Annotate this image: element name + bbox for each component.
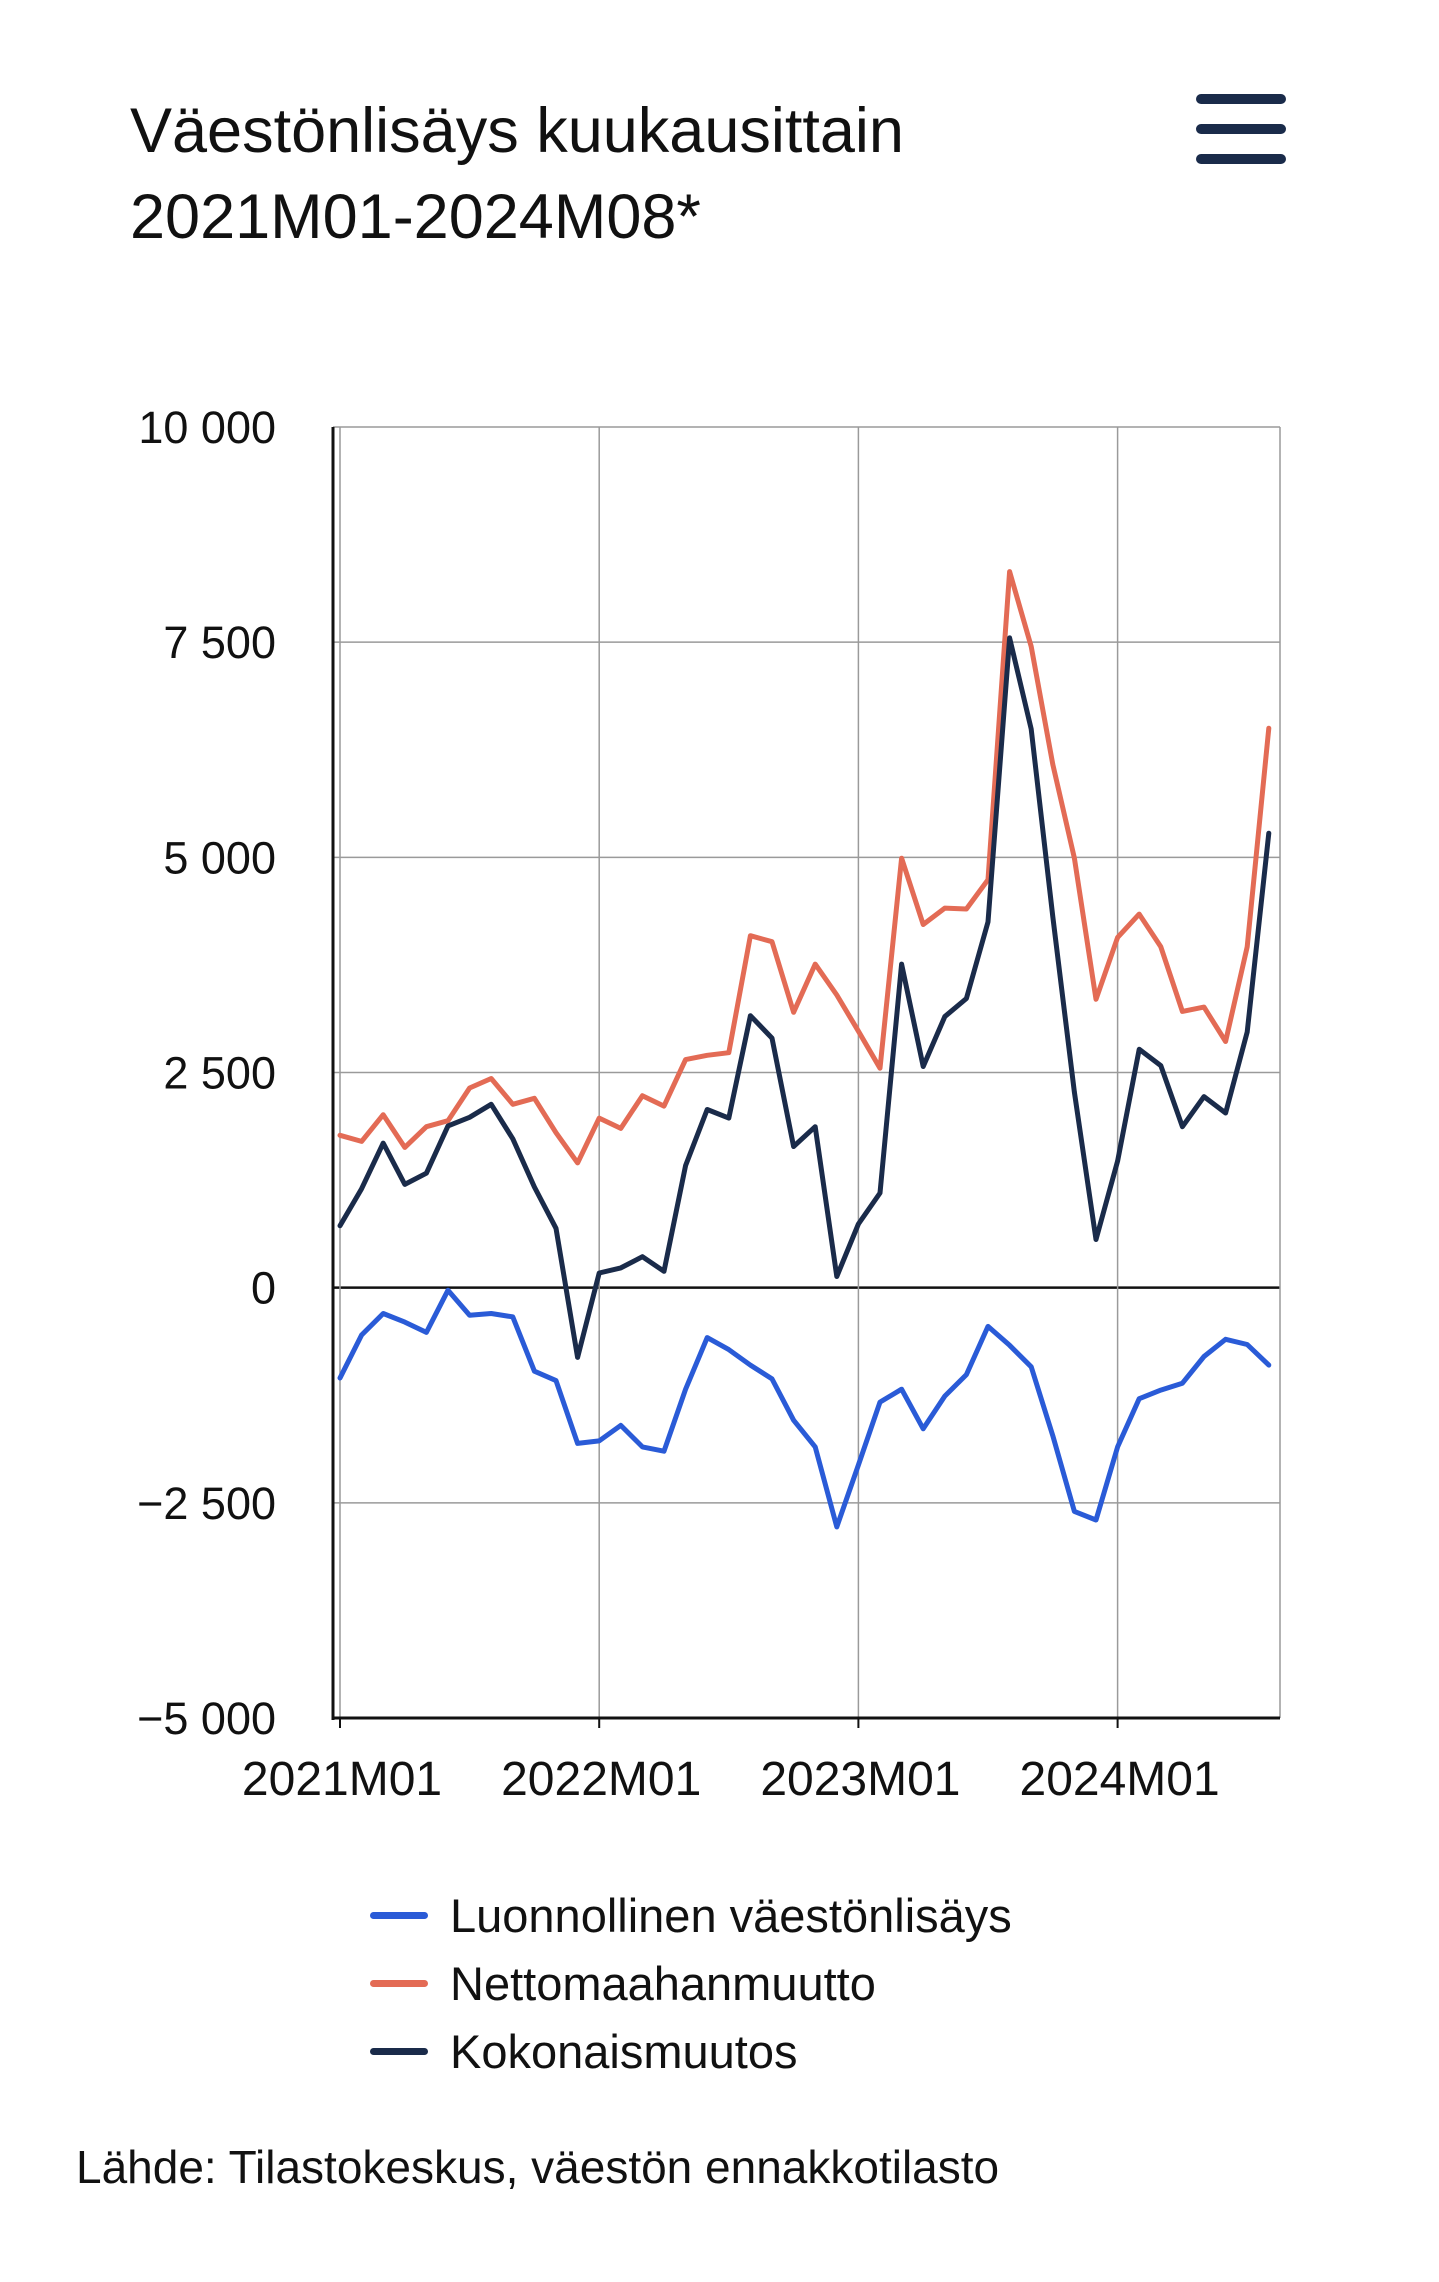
legend-item-natural[interactable]: Luonnollinen väestönlisäys bbox=[370, 1882, 1012, 1950]
chart-legend: Luonnollinen väestönlisäys Nettomaahanmu… bbox=[370, 1882, 1012, 2086]
y-tick-label: 5 000 bbox=[163, 832, 276, 883]
y-tick-label: 0 bbox=[251, 1263, 276, 1314]
x-tick-label: 2022M01 bbox=[501, 1753, 701, 1806]
x-axis-tick-labels: 2021M01 2022M01 2023M01 2024M01 bbox=[242, 1753, 1220, 1806]
legend-item-total[interactable]: Kokonaismuutos bbox=[370, 2018, 1012, 2086]
legend-swatch-migration bbox=[370, 1980, 428, 1987]
series-line-migration bbox=[337, 569, 1272, 1166]
source-note: Lähde: Tilastokeskus, väestön ennakkotil… bbox=[76, 2141, 1000, 2193]
grid-lines bbox=[331, 426, 1281, 1728]
x-tick-label: 2021M01 bbox=[242, 1753, 442, 1806]
menu-bar bbox=[1196, 94, 1286, 104]
x-tick-label: 2024M01 bbox=[1020, 1753, 1220, 1806]
legend-item-migration[interactable]: Nettomaahanmuutto bbox=[370, 1950, 1012, 2018]
chart-title-line-1: Väestönlisäys kuukausittain bbox=[130, 96, 904, 166]
y-tick-label: 10 000 bbox=[138, 402, 276, 453]
legend-label-total: Kokonaismuutos bbox=[450, 2025, 798, 2078]
legend-swatch-natural bbox=[370, 1912, 428, 1919]
legend-label-migration: Nettomaahanmuutto bbox=[450, 1957, 876, 2010]
series-lines bbox=[337, 569, 1272, 1530]
hamburger-menu-icon[interactable] bbox=[1196, 94, 1286, 164]
line-chart: 10 000 7 500 5 000 2 500 0 −2 500 −5 000 2021M… bbox=[137, 402, 1281, 1806]
series-line-natural bbox=[337, 1287, 1272, 1530]
menu-bar bbox=[1196, 124, 1286, 134]
y-tick-label: −2 500 bbox=[137, 1478, 276, 1529]
y-axis-tick-labels: 10 000 7 500 5 000 2 500 0 −2 500 −5 000 bbox=[137, 402, 276, 1744]
y-tick-label: 2 500 bbox=[163, 1048, 276, 1099]
chart-title-line-2: 2021M01-2024M08* bbox=[130, 182, 701, 252]
y-tick-label: 7 500 bbox=[163, 617, 276, 668]
series-line-total bbox=[337, 635, 1272, 1360]
chart-title: Väestönlisäys kuukausittain 2021M01-2024… bbox=[130, 88, 1130, 260]
x-tick-label: 2023M01 bbox=[760, 1753, 960, 1806]
legend-label-natural: Luonnollinen väestönlisäys bbox=[450, 1889, 1012, 1942]
menu-bar bbox=[1196, 154, 1286, 164]
legend-swatch-total bbox=[370, 2048, 428, 2055]
y-tick-label: −5 000 bbox=[137, 1693, 276, 1744]
